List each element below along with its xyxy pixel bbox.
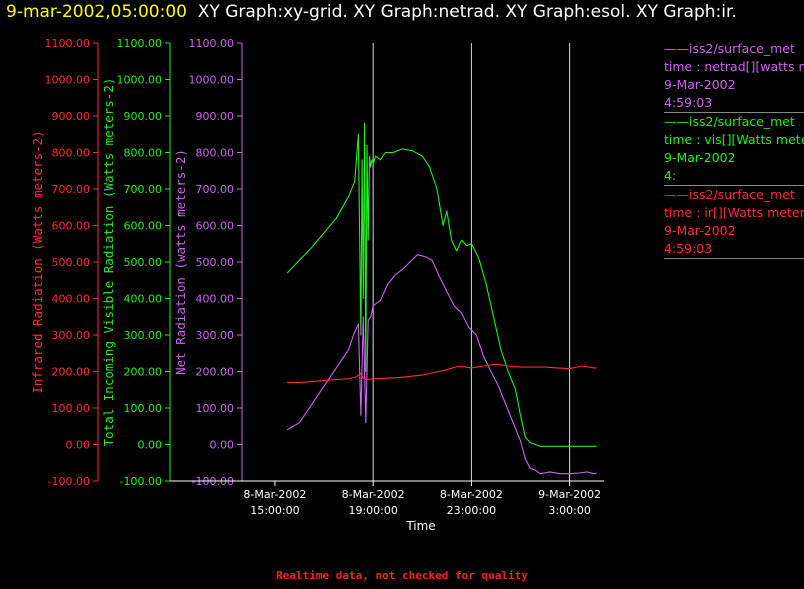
series-line-netrad (286, 254, 597, 475)
y-tick-label: -100.00 (120, 475, 162, 488)
y-tick-label: 400.00 (52, 293, 91, 306)
y-tick-label: 1100.00 (117, 37, 163, 50)
x-tick-time-label: 15:00:00 (250, 504, 299, 517)
y-tick-label: 500.00 (52, 256, 91, 269)
y-tick-label: 700.00 (196, 183, 235, 196)
series-line-ir (287, 363, 597, 383)
legend-date: 9-Mar-2002 (664, 77, 736, 92)
legend-variable: time : ir[][Watts meters-2] (664, 205, 804, 220)
x-tick-date-label: 9-Mar-2002 (538, 488, 601, 501)
y-tick-label: 0.00 (66, 439, 91, 452)
legend-date: 9-Mar-2002 (664, 223, 736, 238)
y-tick-label: 1000.00 (189, 74, 235, 87)
y-tick-label: 900.00 (52, 110, 91, 123)
y-tick-label: 400.00 (196, 293, 235, 306)
legend-source: ——iss2/surface_met (664, 114, 795, 129)
x-tick-date-label: 8-Mar-2002 (243, 488, 306, 501)
y-tick-label: 1000.00 (117, 74, 163, 87)
y-tick-label: 1100.00 (45, 37, 91, 50)
y-axis-label: Total Incoming Visible Radiation (Watts … (101, 78, 116, 447)
y-tick-label: 100.00 (124, 402, 163, 415)
y-tick-label: 900.00 (124, 110, 163, 123)
y-tick-label: -100.00 (48, 475, 90, 488)
y-tick-label: 300.00 (124, 329, 163, 342)
y-tick-label: 200.00 (124, 366, 163, 379)
y-tick-label: 100.00 (52, 402, 91, 415)
x-axis-label: Time (405, 519, 435, 533)
legend-time: 4:59:03 (664, 241, 713, 256)
y-tick-label: 0.00 (210, 439, 235, 452)
y-tick-label: 700.00 (124, 183, 163, 196)
x-tick-time-label: 19:00:00 (348, 504, 397, 517)
y-tick-label: 1100.00 (189, 37, 235, 50)
x-tick-date-label: 8-Mar-2002 (342, 488, 405, 501)
y-tick-label: 900.00 (196, 110, 235, 123)
y-tick-label: 400.00 (124, 293, 163, 306)
legend-time: 4:59:03 (664, 95, 713, 110)
x-tick-time-label: 3:00:00 (548, 504, 590, 517)
series-line-vis (286, 122, 597, 447)
y-tick-label: 1000.00 (45, 74, 91, 87)
legend-variable: time : netrad[][watts meters-2] (664, 59, 804, 74)
y-tick-label: 200.00 (196, 366, 235, 379)
y-tick-label: 100.00 (196, 402, 235, 415)
legend-date: 9-Mar-2002 (664, 150, 736, 165)
y-tick-label: 300.00 (52, 329, 91, 342)
y-tick-label: 600.00 (52, 220, 91, 233)
y-tick-label: 600.00 (124, 220, 163, 233)
x-tick-time-label: 23:00:00 (447, 504, 496, 517)
y-tick-label: 0.00 (138, 439, 163, 452)
chart-title: 9-mar-2002,05:00:00 XY Graph:xy-grid. XY… (6, 2, 737, 22)
legend-source: ——iss2/surface_met (664, 41, 795, 56)
legend-source: ——iss2/surface_met (664, 187, 795, 202)
quality-disclaimer: Realtime data, not checked for quality (276, 569, 528, 582)
y-tick-label: 600.00 (196, 220, 235, 233)
legend-time: 4: (664, 168, 677, 183)
y-axis-label: Net Radiation (watts meters-2) (173, 149, 188, 375)
y-tick-label: 800.00 (124, 147, 163, 160)
y-tick-label: 300.00 (196, 329, 235, 342)
y-tick-label: 200.00 (52, 366, 91, 379)
y-tick-label: 500.00 (196, 256, 235, 269)
x-tick-date-label: 8-Mar-2002 (440, 488, 503, 501)
y-tick-label: 700.00 (52, 183, 91, 196)
y-tick-label: 800.00 (196, 147, 235, 160)
legend-variable: time : vis[][Watts meters-2] (664, 132, 804, 147)
y-axis-label: Infrared Radiation (Watts meters-2) (30, 130, 45, 393)
y-tick-label: 500.00 (124, 256, 163, 269)
timestamp-label: 9-mar-2002,05:00:00 (6, 2, 187, 22)
y-tick-label: 800.00 (52, 147, 91, 160)
graph-list-label: XY Graph:xy-grid. XY Graph:netrad. XY Gr… (197, 2, 737, 22)
